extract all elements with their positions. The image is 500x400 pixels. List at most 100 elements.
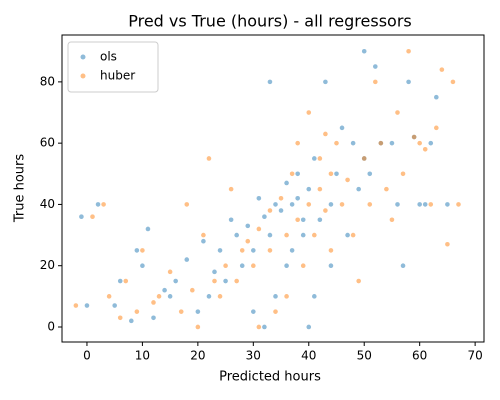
point	[112, 303, 117, 308]
point	[417, 202, 422, 207]
y-tick-label: 60	[40, 136, 55, 150]
point	[151, 315, 156, 321]
point	[323, 79, 328, 85]
point	[389, 217, 395, 223]
point	[256, 324, 262, 330]
x-tick-label: 70	[467, 349, 482, 363]
point	[312, 294, 317, 299]
point	[328, 263, 334, 269]
x-tick-label: 10	[135, 349, 150, 363]
point	[184, 257, 190, 262]
x-tick-label: 20	[190, 349, 205, 363]
point	[323, 131, 328, 137]
plot-frame	[61, 34, 485, 343]
point	[184, 202, 190, 207]
point	[334, 171, 339, 177]
point	[406, 48, 411, 54]
point	[300, 263, 306, 269]
point	[328, 171, 334, 177]
point	[212, 269, 217, 275]
point	[156, 294, 162, 299]
point	[151, 300, 156, 305]
point	[256, 226, 262, 232]
point	[173, 278, 178, 284]
point	[117, 278, 123, 284]
point	[129, 318, 134, 324]
point	[201, 232, 206, 238]
point	[134, 309, 140, 314]
point	[167, 269, 173, 275]
point	[339, 202, 345, 207]
point	[140, 263, 145, 269]
point	[411, 134, 417, 140]
point	[334, 140, 339, 146]
point	[140, 248, 145, 253]
point	[278, 208, 284, 213]
point	[306, 202, 312, 207]
point	[206, 156, 212, 161]
point	[273, 202, 278, 207]
point	[434, 125, 439, 131]
point	[101, 202, 106, 207]
point	[251, 309, 256, 314]
point	[317, 217, 323, 223]
point	[223, 263, 228, 269]
point	[79, 214, 84, 219]
point	[439, 67, 445, 72]
point	[312, 232, 317, 238]
point	[367, 202, 373, 207]
point	[239, 248, 245, 253]
x-axis-label: Predicted hours	[219, 370, 321, 385]
legend-label: ols	[100, 50, 117, 64]
point	[367, 171, 373, 177]
y-tick-label: 0	[47, 319, 55, 333]
point	[456, 202, 461, 207]
x-tick-label: 0	[83, 349, 91, 363]
point	[306, 186, 312, 192]
point	[400, 263, 406, 269]
x-tick-label: 60	[412, 349, 427, 363]
point	[234, 278, 239, 284]
point	[317, 156, 323, 161]
point	[284, 263, 289, 269]
point	[178, 309, 184, 314]
point	[95, 202, 101, 207]
point	[228, 217, 234, 223]
point	[289, 248, 295, 253]
point	[422, 202, 428, 207]
point	[373, 64, 378, 69]
legend-marker	[80, 73, 86, 79]
point	[284, 180, 289, 186]
point	[350, 140, 356, 146]
point	[300, 217, 306, 223]
y-tick-label: 80	[40, 74, 55, 88]
point	[284, 294, 289, 299]
point	[267, 208, 273, 213]
point	[345, 177, 350, 183]
point	[295, 140, 300, 146]
point	[317, 186, 323, 192]
point	[256, 196, 262, 201]
point	[345, 232, 350, 238]
point	[267, 232, 273, 238]
point	[201, 238, 206, 244]
point	[312, 156, 317, 161]
point	[373, 79, 378, 85]
point	[273, 294, 278, 299]
point	[417, 140, 422, 146]
y-tick-label: 20	[40, 258, 55, 272]
x-tick-label: 30	[246, 349, 261, 363]
point	[400, 171, 406, 177]
point	[206, 294, 212, 299]
point	[195, 324, 201, 330]
point	[361, 48, 367, 54]
point	[339, 125, 345, 131]
point	[245, 238, 251, 244]
point	[262, 324, 267, 330]
point	[445, 241, 450, 247]
point	[323, 208, 328, 213]
point	[251, 263, 256, 269]
point	[361, 156, 367, 161]
point	[356, 278, 361, 284]
